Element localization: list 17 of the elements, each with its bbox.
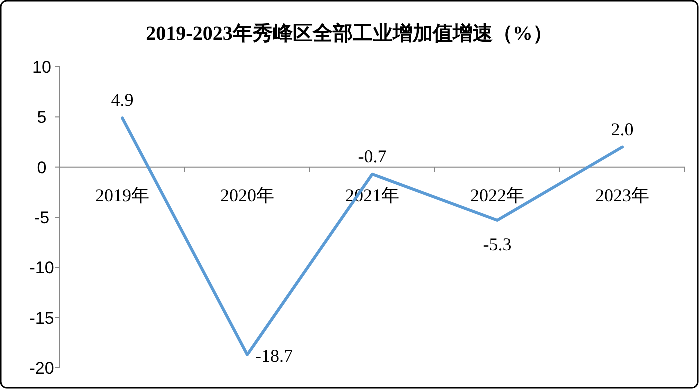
x-tick-label: 2020年 (220, 185, 274, 206)
data-label: -18.7 (256, 346, 293, 366)
y-tick-label: -20 (30, 359, 54, 378)
data-label: 4.9 (111, 90, 134, 110)
y-tick-label: -15 (30, 308, 54, 328)
x-tick-label: 2022年 (470, 185, 524, 206)
data-label: -0.7 (358, 146, 387, 166)
y-tick-label: -10 (30, 258, 54, 278)
chart-title: 2019-2023年秀峰区全部工业增加值增速（%） (146, 22, 553, 45)
y-tick-label: 0 (37, 158, 47, 178)
y-tick-label: 10 (32, 58, 52, 77)
y-tick-label: -5 (34, 208, 50, 228)
y-tick-label: 5 (37, 108, 47, 128)
x-tick-label: 2019年 (96, 185, 150, 206)
data-label: 2.0 (611, 119, 634, 140)
x-tick-label: 2023年 (596, 185, 650, 206)
data-label: -5.3 (483, 234, 512, 255)
